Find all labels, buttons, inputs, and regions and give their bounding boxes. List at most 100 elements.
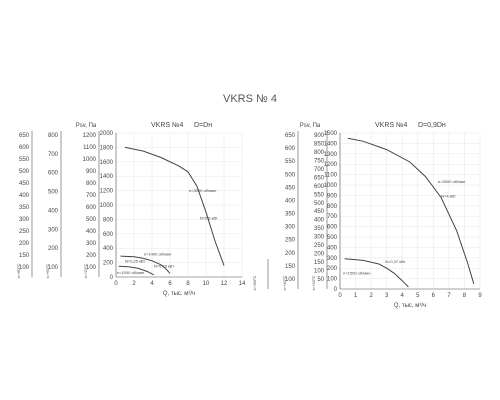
- x-tick-label: 14: [239, 281, 246, 287]
- secondary-tick-label: 100: [19, 265, 30, 271]
- curve-annotation: N=4 кВт: [441, 193, 456, 198]
- series-line: [344, 258, 409, 288]
- x-tick-label: 8: [186, 281, 190, 287]
- x-tick-label: 4: [401, 293, 405, 299]
- y-tick-label: 2000: [100, 131, 114, 137]
- y-tick-label: 900: [327, 193, 338, 199]
- chart-right: 0 1 2 3 4 5 6 7 8 9010020030040050060070080090010…: [252, 122, 482, 309]
- y-tick-label: 1100: [324, 173, 338, 179]
- y-tick-label: 1500: [324, 131, 338, 137]
- secondary-tick-label: 650: [314, 175, 325, 181]
- secondary-tick-label: 250: [19, 229, 30, 235]
- curve-annotation: N=0,25 кВт: [125, 259, 145, 264]
- secondary-tick-label: 300: [285, 225, 296, 231]
- y-tick-label: 0: [334, 287, 338, 293]
- secondary-tick-label: 1000: [83, 157, 97, 163]
- secondary-tick-label: 500: [285, 172, 296, 178]
- curve-annotation: n=3000 об/мин: [189, 188, 216, 193]
- secondary-tick-label: 800: [48, 133, 59, 139]
- curve-annotation: n=1500 об/мин: [343, 270, 370, 275]
- secondary-tick-label: 500: [86, 217, 97, 223]
- secondary-tick-label: 650: [19, 133, 30, 139]
- y-tick-label: 1200: [100, 189, 114, 195]
- secondary-tick-label: 900: [86, 169, 97, 175]
- secondary-axis-label: t=+20°C: [83, 264, 88, 279]
- x-axis-label: Q, тыс. м³/ч: [163, 291, 195, 297]
- secondary-tick-label: 150: [285, 264, 296, 270]
- secondary-tick-label: 50: [317, 277, 324, 283]
- secondary-tick-label: 450: [314, 209, 325, 215]
- secondary-tick-label: 200: [86, 253, 97, 259]
- secondary-tick-label: 150: [19, 253, 30, 259]
- secondary-tick-label: 1100: [83, 145, 97, 151]
- secondary-tick-label: 150: [314, 260, 325, 266]
- curve-annotation: N=5,5 кВт: [200, 215, 218, 220]
- x-tick-label: 3: [385, 293, 389, 299]
- y-tick-label: 1400: [100, 174, 114, 180]
- secondary-tick-label: 200: [314, 252, 325, 258]
- curve-annotation: n=1400 об/мин: [144, 251, 171, 256]
- y-tick-label: 500: [327, 235, 338, 241]
- secondary-tick-label: 400: [314, 218, 325, 224]
- x-axis-label: Q, тыс. м³/ч: [394, 303, 426, 309]
- secondary-tick-label: 900: [314, 133, 325, 139]
- secondary-tick-label: 450: [19, 181, 30, 187]
- y-tick-label: 0: [110, 275, 114, 281]
- secondary-tick-label: 550: [285, 159, 296, 165]
- secondary-tick-label: 200: [285, 251, 296, 257]
- secondary-tick-label: 250: [314, 243, 325, 249]
- secondary-tick-label: 250: [285, 238, 296, 244]
- x-tick-label: 1: [354, 293, 358, 299]
- y-tick-label: 600: [103, 232, 114, 238]
- y-tick-label: 800: [327, 204, 338, 210]
- secondary-tick-label: 300: [48, 227, 59, 233]
- secondary-tick-label: 850: [314, 141, 325, 147]
- y-tick-label: 1400: [324, 141, 338, 147]
- y-tick-label: 100: [327, 277, 338, 283]
- secondary-tick-label: 300: [314, 235, 325, 241]
- secondary-tick-label: 500: [48, 190, 59, 196]
- secondary-tick-label: 400: [285, 198, 296, 204]
- secondary-tick-label: 800: [86, 181, 97, 187]
- series-line: [347, 137, 475, 284]
- secondary-tick-label: 700: [314, 167, 325, 173]
- y-tick-label: 400: [327, 245, 338, 251]
- secondary-tick-label: 100: [48, 265, 59, 271]
- x-tick-label: 8: [463, 293, 467, 299]
- chart-variant: D=Dн: [194, 122, 212, 129]
- y-tick-label: 1200: [324, 162, 338, 168]
- x-tick-label: 4: [150, 281, 154, 287]
- x-tick-label: 9: [478, 293, 482, 299]
- x-tick-label: 2: [132, 281, 136, 287]
- secondary-tick-label: 350: [19, 205, 30, 211]
- secondary-tick-label: 500: [314, 201, 325, 207]
- curve-annotation: n=3000 об/мин: [438, 179, 465, 184]
- y-tick-label: 1600: [100, 160, 114, 166]
- curve-annotation: n=1000 об/мин: [117, 270, 144, 275]
- curve-annotation: N=0,75 кВт: [154, 264, 174, 269]
- secondary-tick-label: 100: [86, 265, 97, 271]
- curve-annotation: N=0,37 кВт: [385, 259, 405, 264]
- y-tick-label: 1800: [100, 145, 114, 151]
- chart-left: 0 2 4 6 8 10 12 14 0 200 400 600 800 1000 1200 1400 1600…: [16, 122, 246, 297]
- x-tick-label: 2: [369, 293, 373, 299]
- page-title: VKRS № 4: [223, 93, 277, 105]
- x-tick-label: 12: [221, 281, 228, 287]
- y-tick-label: 200: [103, 261, 114, 267]
- secondary-tick-label: 300: [19, 217, 30, 223]
- series-line: [124, 146, 225, 266]
- series-line: [118, 265, 155, 276]
- y-tick-label: 600: [327, 225, 338, 231]
- series-line: [120, 255, 171, 274]
- x-tick-label: 10: [203, 281, 210, 287]
- y-tick-label: 1000: [100, 203, 114, 209]
- x-tick-label: 0: [338, 293, 342, 299]
- chart-subtitle: VKRS №4: [375, 122, 408, 129]
- y-axis-label: Psv, Па: [300, 123, 321, 129]
- secondary-tick-label: 200: [19, 241, 30, 247]
- secondary-tick-label: 400: [19, 193, 30, 199]
- secondary-tick-label: 700: [86, 193, 97, 199]
- secondary-tick-label: 200: [48, 246, 59, 252]
- secondary-tick-label: 750: [314, 158, 325, 164]
- x-tick-label: 6: [432, 293, 436, 299]
